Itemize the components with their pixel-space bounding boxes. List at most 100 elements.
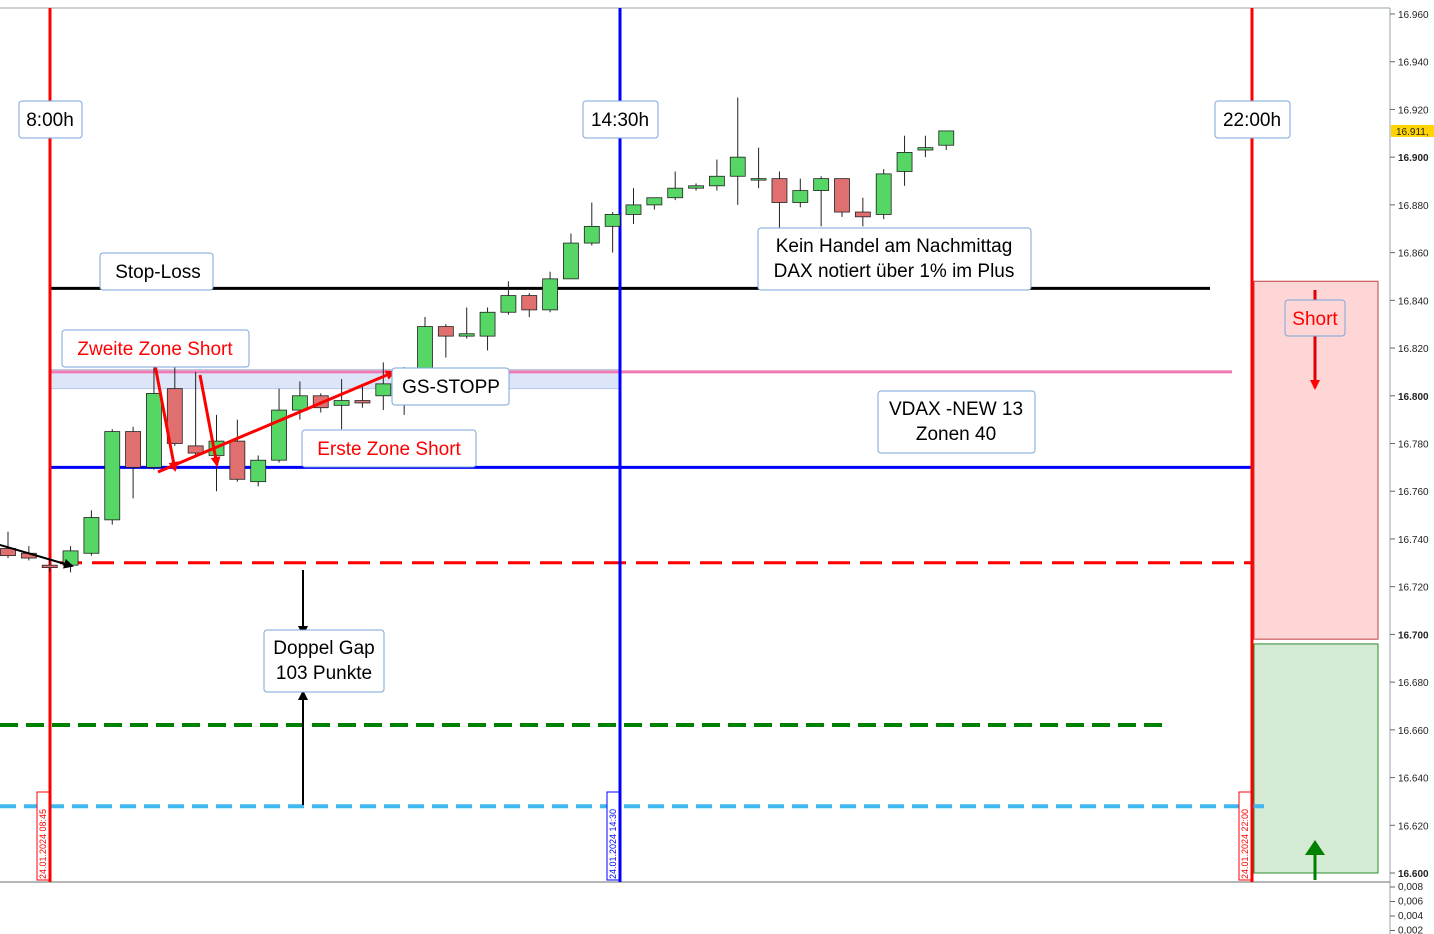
y-tick-label: 16.680 bbox=[1398, 678, 1429, 689]
vdax-line1: VDAX -NEW 13 bbox=[889, 399, 1023, 420]
current-price-text: 16.911, bbox=[1396, 127, 1429, 138]
y-tick-label: 16.800 bbox=[1398, 392, 1429, 403]
candle-bearish bbox=[834, 178, 850, 213]
candle-bullish bbox=[583, 225, 600, 244]
label-vdax: VDAX -NEW 13 Zonen 40 bbox=[877, 390, 1036, 454]
y-tick-label: 16.760 bbox=[1398, 487, 1429, 498]
candle-bullish bbox=[375, 383, 392, 397]
label-gs-stopp: GS-STOPP bbox=[391, 367, 510, 406]
label-doppel-gap: Doppel Gap 103 Punkte bbox=[263, 629, 385, 693]
candle-bullish bbox=[479, 311, 496, 337]
sub-axis-label: 0,008 bbox=[1398, 882, 1423, 893]
candle-bullish bbox=[563, 242, 579, 280]
candle-bearish bbox=[229, 440, 246, 480]
arrow-start bbox=[0, 544, 74, 569]
short-text: Short bbox=[1292, 309, 1338, 330]
candle-bullish bbox=[417, 326, 433, 370]
candle-bullish bbox=[291, 395, 308, 411]
label-time-2200: 22:00h bbox=[1214, 100, 1291, 139]
date-1430-text: 24.01.2024 14:30 bbox=[608, 809, 618, 879]
arrow-uptrend bbox=[157, 370, 396, 474]
y-tick-label: 16.960 bbox=[1398, 10, 1429, 21]
zweite-zone-text: Zweite Zone Short bbox=[77, 339, 233, 360]
erste-zone-text: Erste Zone Short bbox=[317, 439, 461, 460]
long-arrow-head bbox=[1305, 840, 1325, 855]
candle-bearish bbox=[0, 548, 16, 557]
y-tick-label: 16.920 bbox=[1398, 105, 1429, 116]
candle-bullish bbox=[750, 178, 767, 181]
y-tick-label: 16.880 bbox=[1398, 201, 1429, 212]
y-tick-label: 16.720 bbox=[1398, 583, 1429, 594]
current-price-tag: 16.911, bbox=[1391, 124, 1434, 138]
doppel-gap-line1: Doppel Gap bbox=[273, 638, 374, 659]
y-tick-label: 16.640 bbox=[1398, 774, 1429, 785]
time-2200-text: 22:00h bbox=[1223, 110, 1281, 131]
y-tick-label: 16.620 bbox=[1398, 821, 1429, 832]
candle-bullish bbox=[688, 185, 704, 189]
candle-bullish bbox=[146, 392, 162, 468]
candle-bearish bbox=[437, 326, 454, 337]
candle-bullish bbox=[875, 173, 892, 215]
label-time-0800: 8:00h bbox=[18, 100, 83, 139]
date-0800-text: 24.01.2024 08:45 bbox=[38, 809, 48, 879]
sub-axis: 0,008 0,006 0,004 0,002 bbox=[1390, 882, 1423, 934]
candle-bullish bbox=[458, 333, 475, 337]
candles bbox=[0, 97, 955, 573]
price-axis: 16.960 16.940 16.920 16.900 16.880 16.860 16.8… bbox=[1390, 10, 1429, 880]
candle-bearish bbox=[771, 178, 788, 203]
candle-bullish bbox=[500, 295, 517, 313]
candle-bullish bbox=[625, 204, 642, 215]
time-1430-text: 14:30h bbox=[591, 110, 649, 131]
label-erste-zone: Erste Zone Short bbox=[301, 429, 477, 468]
y-tick-label: 16.840 bbox=[1398, 296, 1429, 307]
candle-bullish bbox=[667, 187, 684, 199]
kein-handel-line1: Kein Handel am Nachmittag bbox=[776, 236, 1013, 257]
gs-stopp-text: GS-STOPP bbox=[402, 377, 500, 398]
date-label-0800: 24.01.2024 08:45 bbox=[36, 791, 50, 881]
y-tick-label: 16.740 bbox=[1398, 535, 1429, 546]
y-tick-label: 16.700 bbox=[1398, 630, 1429, 641]
vdax-line2: Zonen 40 bbox=[916, 424, 996, 445]
y-tick-label: 16.900 bbox=[1398, 153, 1429, 164]
candle-bullish bbox=[792, 190, 809, 203]
candle-bearish bbox=[125, 431, 141, 468]
candle-bearish bbox=[41, 564, 58, 568]
date-label-1430: 24.01.2024 14:30 bbox=[606, 791, 620, 881]
candle-bullish bbox=[896, 151, 913, 172]
candle-bullish bbox=[729, 156, 746, 177]
label-kein-handel: Kein Handel am Nachmittag DAX notiert üb… bbox=[757, 227, 1032, 291]
y-tick-label: 16.660 bbox=[1398, 726, 1429, 737]
candle-bullish bbox=[333, 400, 350, 406]
doppel-gap-line2: 103 Punkte bbox=[276, 663, 372, 684]
candle-bearish bbox=[521, 295, 538, 311]
candle-bullish bbox=[250, 459, 267, 483]
candle-bullish bbox=[917, 147, 934, 151]
sub-axis-label: 0,006 bbox=[1398, 897, 1423, 908]
time-0800-text: 8:00h bbox=[26, 110, 74, 131]
sub-axis-label: 0,004 bbox=[1398, 911, 1423, 922]
candle-bullish bbox=[604, 214, 621, 227]
label-zweite-zone: Zweite Zone Short bbox=[61, 329, 250, 368]
arrow-zone2-a bbox=[153, 364, 179, 472]
candle-bullish bbox=[813, 178, 830, 191]
candle-bullish bbox=[938, 130, 955, 146]
candle-bullish bbox=[646, 197, 663, 206]
candle-bearish bbox=[354, 400, 371, 404]
label-time-1430: 14:30h bbox=[582, 100, 659, 139]
candle-bullish bbox=[709, 175, 725, 187]
arrow-zone2-b bbox=[198, 374, 221, 467]
candle-bearish bbox=[854, 211, 871, 218]
candle-bearish bbox=[166, 388, 183, 444]
date-label-2200: 24.01.2024 22:00 bbox=[1238, 791, 1252, 881]
label-stop-loss: Stop-Loss bbox=[99, 252, 214, 291]
long-zone-box bbox=[1253, 643, 1379, 874]
date-2200-text: 24.01.2024 22:00 bbox=[1240, 809, 1250, 879]
sub-axis-label: 0,002 bbox=[1398, 926, 1423, 934]
stop-loss-text: Stop-Loss bbox=[115, 262, 201, 283]
y-tick-label: 16.820 bbox=[1398, 344, 1429, 355]
y-tick-label: 16.940 bbox=[1398, 58, 1429, 69]
candle-bullish bbox=[83, 517, 100, 554]
candle-bullish bbox=[542, 278, 558, 311]
y-tick-label: 16.860 bbox=[1398, 249, 1429, 260]
